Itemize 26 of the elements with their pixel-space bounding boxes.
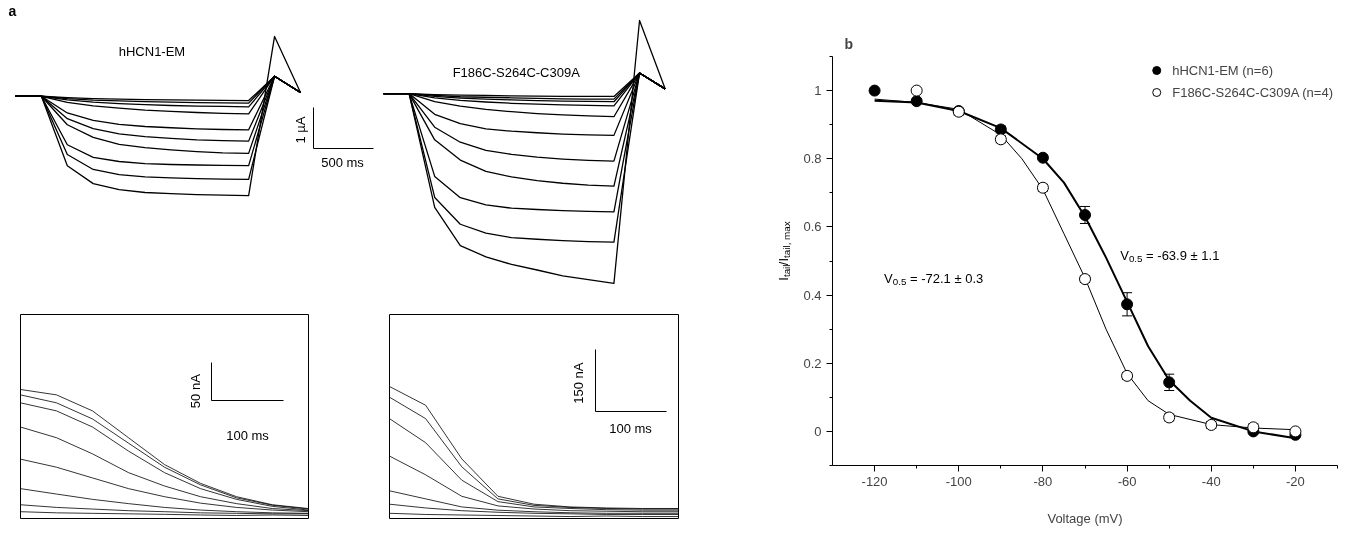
y-tick-label: 0.6 — [803, 219, 822, 235]
x-tick-label: -80 — [1033, 473, 1053, 489]
x-tick-label: -60 — [1117, 473, 1137, 489]
annotation: 150 nA — [571, 362, 586, 404]
annotation: 50 nA — [188, 373, 203, 409]
annotation: 100 ms — [226, 428, 270, 443]
x-tick-label: -100 — [945, 473, 972, 489]
y-tick-label: 0 — [814, 423, 822, 439]
x-tick-label: -120 — [861, 473, 888, 489]
text: 500 ms — [321, 155, 365, 170]
y-tick-label: 0.8 — [803, 151, 822, 167]
annotation: 100 ms — [609, 421, 653, 436]
text: b — [844, 35, 854, 52]
text: F186C-S264C-C309A — [452, 65, 581, 80]
legend-label: hHCN1-EM (n=6) — [1172, 62, 1273, 78]
y-tick-label: 0.2 — [803, 355, 822, 371]
y-axis-title: Itail/Itail, max — [775, 221, 793, 281]
legend-label: F186C-S264C-C309A (n=4) — [1172, 84, 1333, 100]
y-tick-label: 1 — [814, 83, 822, 99]
x-tick-label: -40 — [1201, 473, 1221, 489]
x-axis-title: Voltage (mV) — [1047, 510, 1123, 526]
y-tick-label: 0.4 — [803, 287, 822, 303]
x-tick-label: -20 — [1286, 473, 1305, 489]
text: a — [8, 2, 17, 19]
annotation: 1 µA — [293, 116, 308, 144]
text: hHCN1-EM — [118, 44, 186, 59]
